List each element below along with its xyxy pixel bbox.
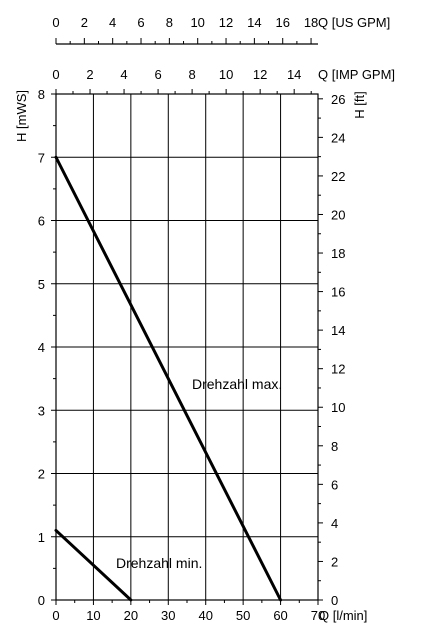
us-tick-label: 2	[81, 15, 88, 30]
us-tick-label: 0	[52, 15, 59, 30]
grid-lines	[55, 93, 319, 601]
y-right-tick-label: 4	[331, 516, 338, 531]
imp-tick-label: 14	[287, 67, 301, 82]
y-right-tick-label: 26	[331, 92, 345, 107]
y-left-tick-label: 2	[38, 467, 45, 482]
imp-tick-label: 10	[219, 67, 233, 82]
y-left-tick-label: 8	[38, 87, 45, 102]
x-tick-label: 60	[273, 608, 287, 623]
imp-tick-label: 8	[188, 67, 195, 82]
y-left-tick-label: 3	[38, 403, 45, 418]
imp-tick-label: 4	[120, 67, 127, 82]
y-left-tick-label: 5	[38, 277, 45, 292]
x-tick-label: 0	[52, 608, 59, 623]
y-left-tick-label: 4	[38, 340, 45, 355]
series-label-max: Drehzahl max.	[192, 376, 282, 392]
us-tick-label: 10	[190, 15, 204, 30]
top-axis-us-gpm: 0 2 4 6 8 10 12 14 16 18	[52, 15, 318, 45]
y-right-tick-label: 14	[331, 323, 345, 338]
series-line-max	[54, 155, 283, 602]
mws-axis-title: H [mWS]	[14, 90, 29, 142]
bottom-axis-l-min: 0 10 20 30 40 50 60 70	[52, 600, 325, 623]
y-left-tick-label: 6	[38, 214, 45, 229]
x-tick-label: 30	[161, 608, 175, 623]
y-right-tick-label: 6	[331, 477, 338, 492]
us-tick-label: 12	[219, 15, 233, 30]
y-left-tick-label: 1	[38, 530, 45, 545]
y-right-tick-label: 18	[331, 246, 345, 261]
series-line-min	[54, 528, 133, 602]
us-tick-label: 14	[247, 15, 261, 30]
imp-tick-label: 2	[86, 67, 93, 82]
imp-tick-label: 6	[154, 67, 161, 82]
x-tick-label: 70	[311, 608, 325, 623]
y-right-tick-label: 8	[331, 439, 338, 454]
y-right-tick-label: 20	[331, 207, 345, 222]
x-tick-label: 50	[236, 608, 250, 623]
imp-gpm-axis-title: Q [IMP GPM]	[318, 67, 395, 82]
us-gpm-axis-title: Q [US GPM]	[318, 15, 390, 30]
left-axis-mws: 0 1 2 3 4 5 6 7 8	[38, 87, 56, 608]
y-right-tick-label: 12	[331, 362, 345, 377]
y-left-tick-label: 0	[38, 593, 45, 608]
us-tick-label: 18	[304, 15, 318, 30]
y-right-tick-label: 16	[331, 285, 345, 300]
y-right-tick-label: 22	[331, 169, 345, 184]
imp-tick-label: 0	[52, 67, 59, 82]
y-right-tick-label: 24	[331, 130, 345, 145]
us-tick-label: 8	[166, 15, 173, 30]
y-left-tick-label: 7	[38, 150, 45, 165]
us-tick-label: 4	[109, 15, 116, 30]
top-axis-imp-gpm: 0 2 4 6 8 10 12 14	[52, 67, 312, 94]
imp-tick-label: 12	[253, 67, 267, 82]
series-lines	[54, 155, 283, 602]
x-tick-label: 20	[124, 608, 138, 623]
us-tick-label: 6	[137, 15, 144, 30]
y-right-tick-label: 0	[331, 593, 338, 608]
series-label-min: Drehzahl min.	[116, 555, 202, 571]
x-tick-label: 40	[198, 608, 212, 623]
x-tick-label: 10	[86, 608, 100, 623]
us-tick-label: 16	[275, 15, 289, 30]
ft-axis-title: H [ft]	[352, 91, 367, 118]
l-min-axis-title: Q [l/min]	[319, 608, 367, 623]
y-right-tick-label: 2	[331, 554, 338, 569]
y-right-tick-label: 10	[331, 400, 345, 415]
